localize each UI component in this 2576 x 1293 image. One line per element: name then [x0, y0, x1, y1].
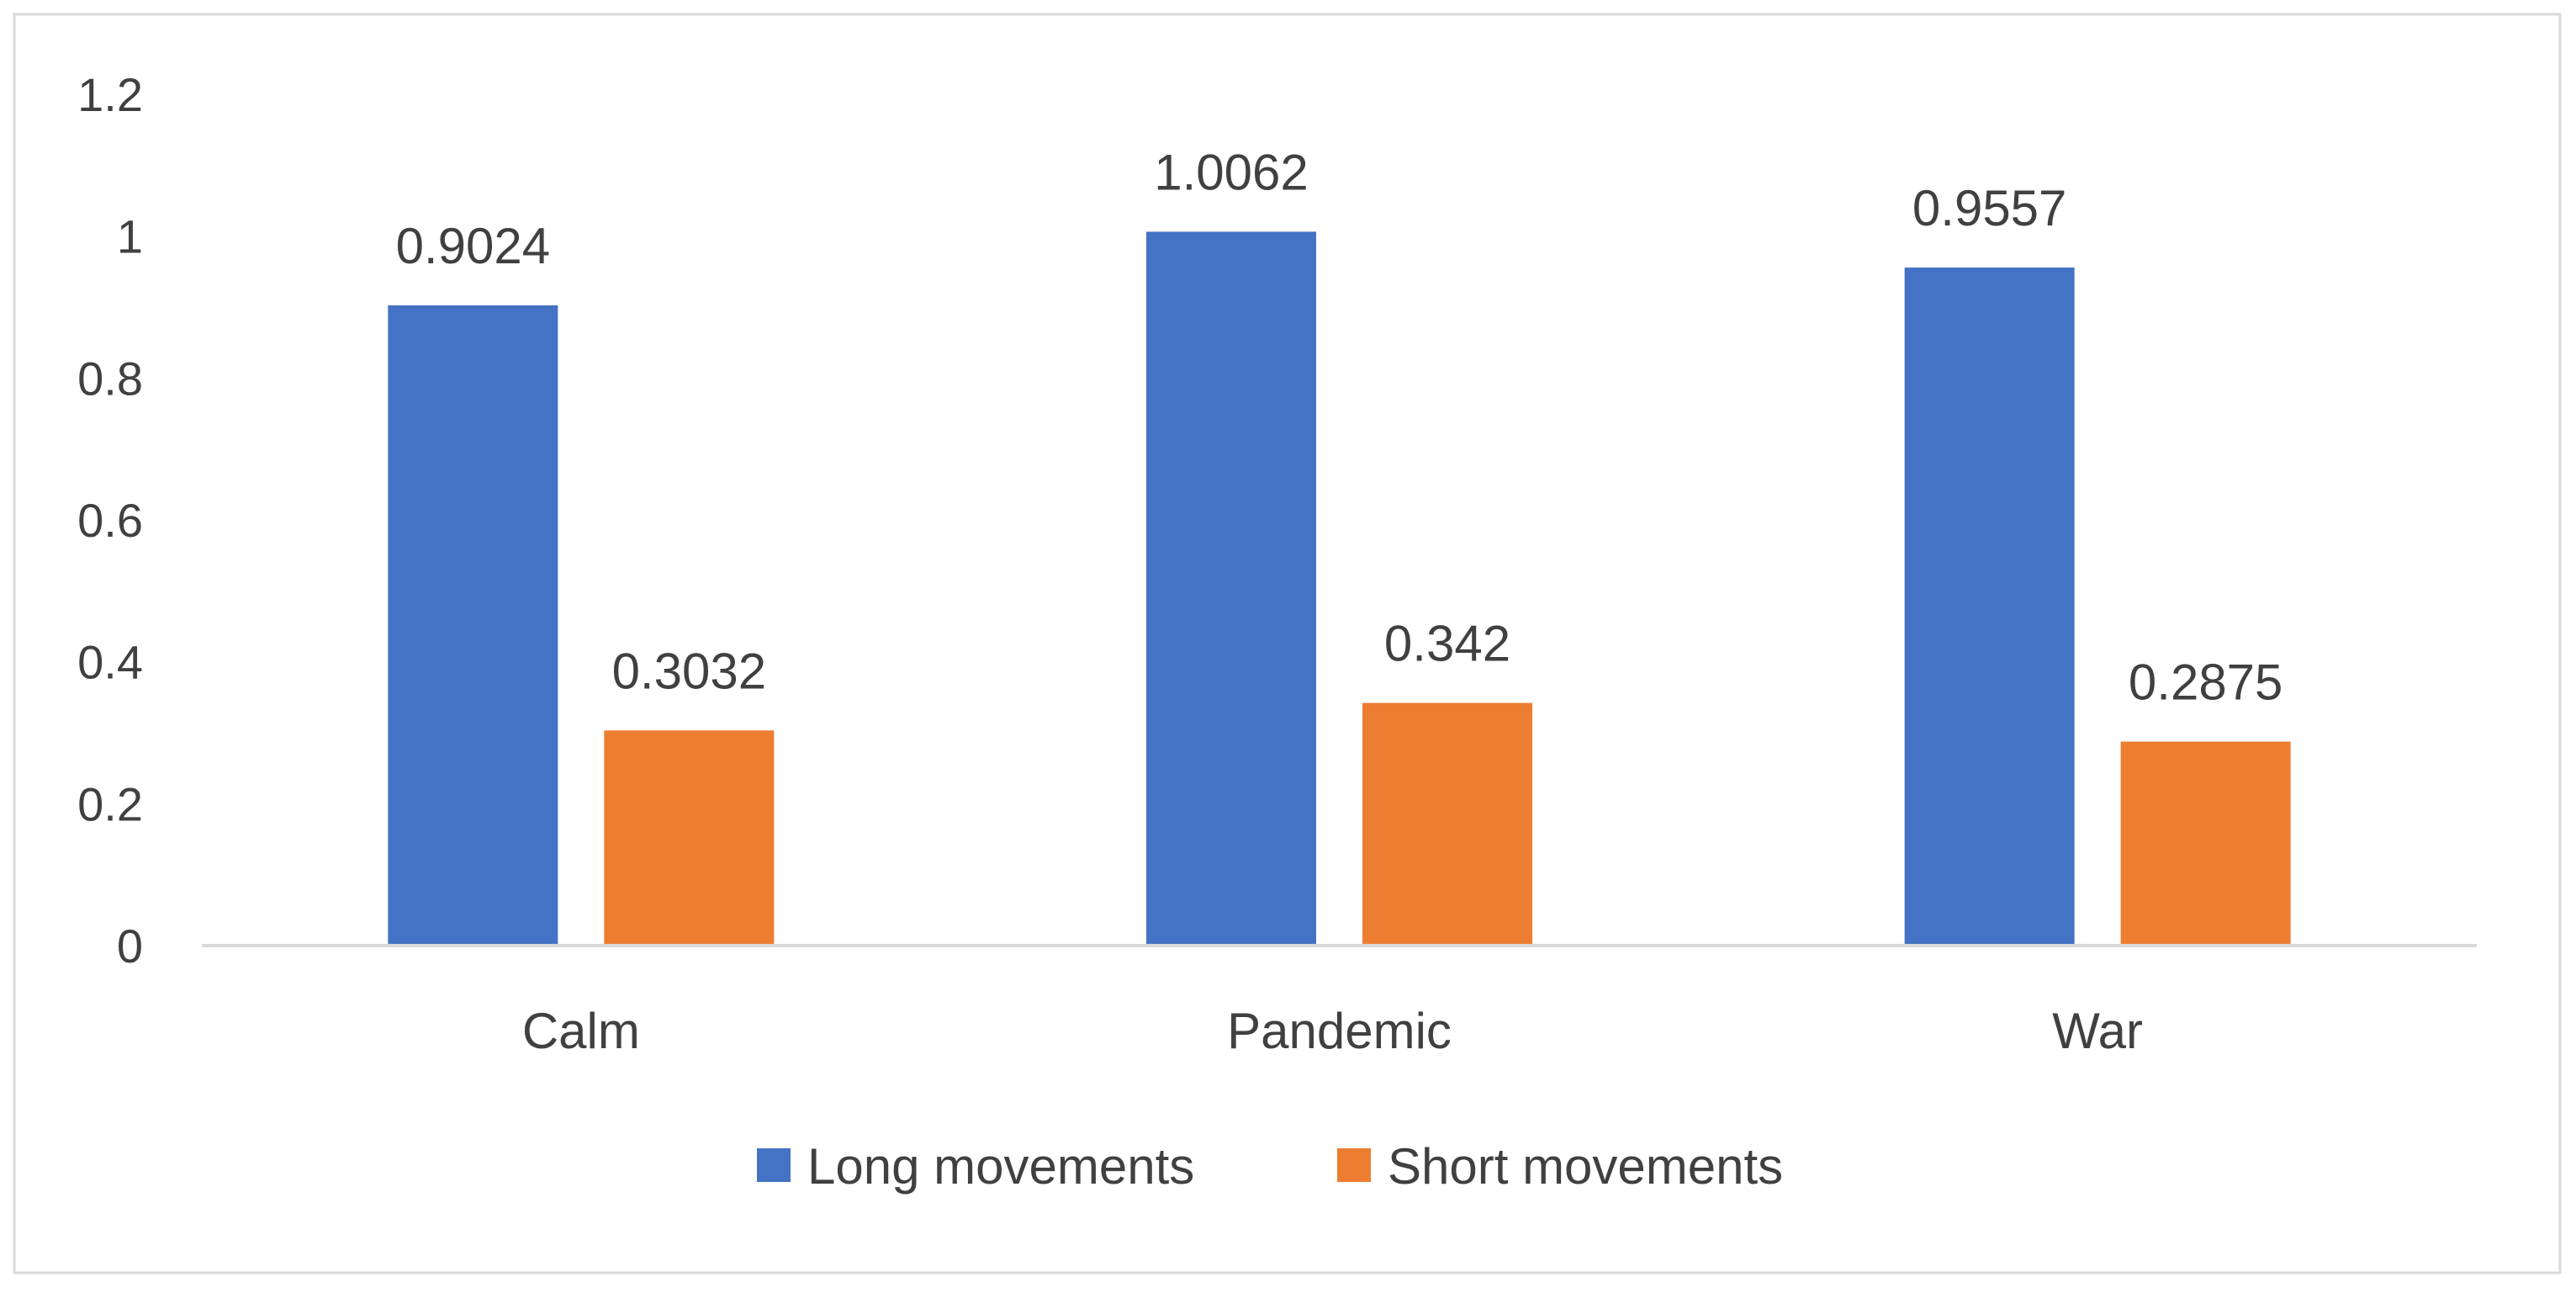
y-tick-label: 1 — [117, 210, 143, 263]
x-tick-label: Pandemic — [1227, 1003, 1452, 1059]
bar-pandemic-long — [1146, 231, 1316, 946]
data-label: 0.9557 — [1912, 180, 2067, 236]
legend-swatch — [757, 1148, 791, 1182]
data-label: 0.2875 — [2129, 654, 2283, 711]
y-tick-label: 0.4 — [77, 636, 143, 689]
x-axis-ticks: Calm Pandemic War — [522, 1003, 2143, 1059]
data-label: 0.3032 — [612, 643, 767, 699]
bar-pandemic-short — [1362, 702, 1532, 946]
legend-label: Short movements — [1388, 1138, 1783, 1195]
bar-war-short — [2120, 741, 2291, 946]
x-tick-label: Calm — [522, 1003, 640, 1059]
bar-calm-short — [604, 730, 775, 946]
bars — [388, 231, 2291, 946]
data-label: 1.0062 — [1154, 144, 1309, 200]
y-tick-label: 0.8 — [77, 352, 143, 405]
legend-swatch — [1337, 1148, 1371, 1182]
y-tick-label: 1.2 — [77, 68, 143, 121]
y-tick-label: 0 — [117, 919, 143, 972]
legend: Long movements Short movements — [757, 1138, 1783, 1195]
legend-long-movements: Long movements — [757, 1138, 1194, 1195]
data-label: 0.9024 — [396, 218, 551, 274]
x-tick-label: War — [2052, 1003, 2143, 1059]
data-labels: 0.9024 0.3032 1.0062 0.342 0.9557 0.2875 — [396, 144, 2283, 710]
y-tick-label: 0.6 — [77, 494, 143, 547]
bar-war-long — [1904, 268, 2075, 946]
legend-short-movements: Short movements — [1337, 1138, 1783, 1195]
legend-label: Long movements — [807, 1138, 1194, 1195]
y-axis-ticks: 0 0.2 0.4 0.6 0.8 1 1.2 — [77, 68, 143, 972]
y-tick-label: 0.2 — [77, 777, 143, 830]
bar-calm-long — [388, 305, 558, 946]
data-label: 0.342 — [1384, 616, 1510, 672]
